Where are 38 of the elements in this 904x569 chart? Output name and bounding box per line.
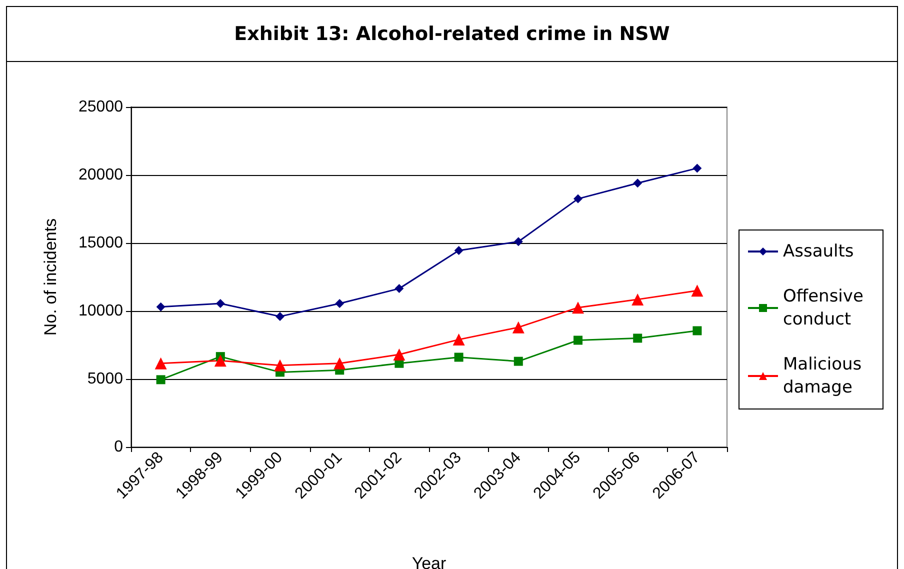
y-tick-label: 20000 — [78, 166, 124, 184]
point — [154, 357, 167, 370]
point — [394, 284, 404, 294]
y-tick-label: 5000 — [87, 370, 124, 388]
point — [512, 321, 524, 334]
point — [632, 293, 644, 306]
point — [574, 194, 582, 204]
y-tick-label: 10000 — [78, 302, 124, 320]
point — [276, 312, 284, 321]
point — [454, 246, 464, 255]
point — [514, 237, 523, 246]
point — [454, 352, 464, 362]
point — [692, 326, 702, 336]
point — [156, 375, 166, 384]
y-tick-label: 25000 — [78, 98, 124, 116]
y-tick-label: 0 — [114, 438, 124, 456]
x-axis-title: Year — [412, 554, 447, 569]
point — [393, 348, 406, 361]
point — [633, 178, 642, 188]
point — [156, 302, 166, 312]
point — [514, 356, 523, 366]
point — [691, 284, 704, 297]
point — [216, 299, 225, 308]
point — [633, 334, 642, 343]
point — [214, 354, 226, 367]
point — [574, 336, 582, 345]
point — [452, 334, 465, 346]
y-axis-title: No. of incidents — [41, 218, 60, 336]
y-tick-label: 15000 — [78, 234, 124, 252]
chart-title: Exhibit 13: Alcohol-related crime in NSW — [7, 7, 897, 62]
point — [572, 302, 584, 314]
point — [274, 359, 286, 372]
point — [334, 357, 346, 370]
legend-label: Assaults — [783, 242, 854, 262]
point — [692, 164, 702, 173]
legend-label: Offensive conduct — [783, 286, 869, 330]
point — [335, 299, 344, 308]
legend-label: Malicious damage — [783, 354, 868, 398]
